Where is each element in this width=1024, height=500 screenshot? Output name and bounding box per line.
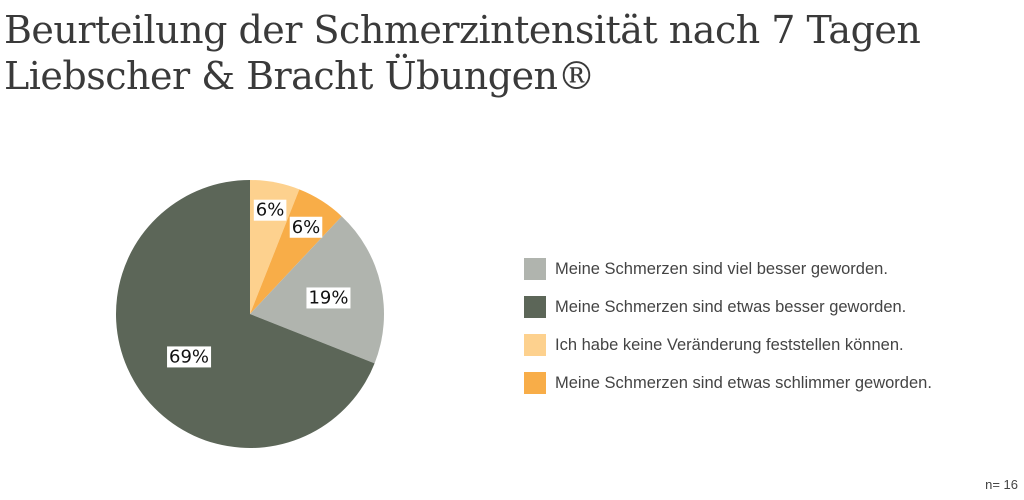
- slice-label-text: 6%: [256, 200, 285, 221]
- legend-label: Meine Schmerzen sind etwas besser geword…: [555, 297, 907, 316]
- slice-data-label: 69%: [167, 346, 212, 368]
- slice-label-text: 69%: [169, 346, 209, 367]
- legend-swatch: [524, 372, 546, 394]
- slice-label-text: 19%: [308, 287, 348, 308]
- legend-item: Meine Schmerzen sind etwas besser geword…: [524, 288, 932, 326]
- sample-size-note: n= 16: [985, 477, 1018, 492]
- legend-label: Ich habe keine Veränderung feststellen k…: [555, 335, 904, 354]
- slice-label-text: 6%: [292, 217, 321, 238]
- legend-swatch: [524, 334, 546, 356]
- slice-data-label: 6%: [289, 216, 323, 238]
- legend-item: Meine Schmerzen sind etwas schlimmer gew…: [524, 364, 932, 402]
- legend-label: Meine Schmerzen sind viel besser geworde…: [555, 259, 888, 278]
- legend-item: Ich habe keine Veränderung feststellen k…: [524, 326, 932, 364]
- legend-swatch: [524, 258, 546, 280]
- legend-item: Meine Schmerzen sind viel besser geworde…: [524, 250, 932, 288]
- chart-title-line-2: Liebscher & Bracht Übungen®: [4, 54, 596, 98]
- slice-data-label: 19%: [306, 287, 351, 309]
- legend: Meine Schmerzen sind viel besser geworde…: [524, 250, 932, 402]
- slice-label-background: [253, 199, 287, 221]
- chart-title-line-1: Beurteilung der Schmerzintensität nach 7…: [4, 8, 921, 52]
- slice-label-background: [167, 346, 212, 368]
- slice-label-background: [306, 287, 351, 309]
- slice-label-background: [289, 216, 323, 238]
- pie-slice: [115, 180, 375, 448]
- legend-label: Meine Schmerzen sind etwas schlimmer gew…: [555, 373, 932, 392]
- legend-swatch: [524, 296, 546, 318]
- slice-data-label: 6%: [253, 199, 287, 221]
